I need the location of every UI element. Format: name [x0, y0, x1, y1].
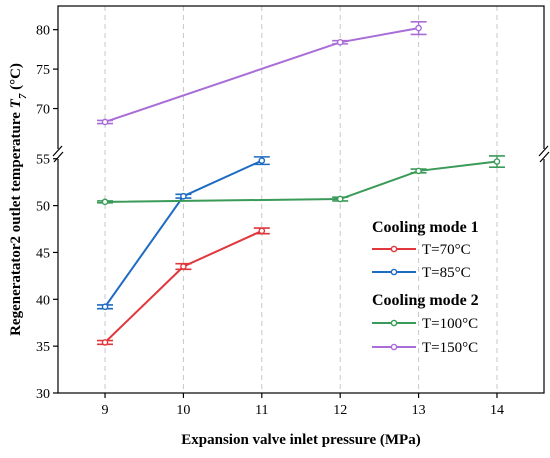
- y-axis-label-unit: (°C): [8, 63, 24, 94]
- data-point: [258, 157, 266, 164]
- y-axis-label-symbol: T: [8, 98, 24, 108]
- legend-heading: Cooling mode 2: [372, 292, 479, 309]
- series-T=85°C: [97, 156, 270, 311]
- y-tick-label: 30: [36, 387, 50, 402]
- y-tick-label: 35: [36, 340, 50, 355]
- data-point: [258, 227, 266, 235]
- data-point: [101, 339, 109, 346]
- data-point: [493, 158, 501, 165]
- legend-marker: [390, 268, 398, 276]
- series-T=70°C: [97, 227, 270, 346]
- y-tick-label: 50: [36, 200, 50, 215]
- axes: 9 10 11 12 13 14 30 35 40 45 50 55 70 75 80: [36, 5, 550, 418]
- y-axis-label-main: Regeneratator2 outlet temperature: [8, 108, 24, 336]
- series-T=150°C: [97, 20, 427, 126]
- data-point: [180, 263, 187, 270]
- legend-marker: [390, 245, 398, 253]
- y-tick-label: 45: [36, 246, 50, 261]
- y-tick-label: 55: [36, 153, 50, 168]
- plot-frame: [57, 5, 545, 394]
- x-tick-label: 13: [412, 403, 426, 418]
- x-tick-label: 12: [333, 403, 347, 418]
- axis-break-mark: [538, 145, 549, 157]
- legend-entry: T=85°C: [422, 265, 471, 281]
- axis-break-mark: [52, 145, 63, 157]
- y-tick-label: 40: [36, 293, 50, 308]
- series-line: [105, 160, 498, 203]
- x-tick-label: 10: [176, 403, 190, 418]
- x-tick-label: 14: [490, 403, 504, 418]
- axis-break-gap: [53, 149, 63, 159]
- series-layer: [97, 20, 505, 346]
- legend-marker: [390, 343, 398, 351]
- data-point: [101, 303, 109, 311]
- legend: Cooling mode 1 T=70°C T=85°C Cooling mode 2…: [372, 219, 479, 356]
- legend-heading: Cooling mode 1: [372, 219, 479, 236]
- data-point: [180, 192, 187, 200]
- y-tick-label: 75: [36, 63, 50, 78]
- series-T=100°C: [97, 155, 505, 206]
- data-point: [101, 198, 109, 206]
- axis-break-mark: [53, 151, 64, 163]
- y-tick-label: 80: [36, 24, 50, 39]
- data-point: [415, 167, 422, 175]
- legend-marker: [390, 319, 398, 327]
- y-axis-label-sub: 7: [17, 93, 29, 99]
- axis-break-mark: [539, 151, 550, 163]
- data-point: [336, 195, 344, 203]
- data-point: [101, 118, 109, 126]
- axis-break-gap: [539, 149, 549, 159]
- data-point: [336, 38, 344, 46]
- legend-entry: T=70°C: [422, 242, 471, 258]
- x-axis-label: Expansion valve inlet pressure (MPa): [181, 432, 420, 448]
- x-tick-label: 9: [102, 403, 109, 418]
- data-point: [415, 24, 422, 32]
- y-tick-label: 70: [36, 103, 50, 118]
- y-axis-label: Regeneratator2 outlet temperature T7 (°C…: [8, 63, 29, 336]
- x-tick-label: 11: [255, 403, 268, 418]
- legend-entry: T=100°C: [422, 316, 478, 332]
- legend-entry: T=150°C: [422, 340, 478, 356]
